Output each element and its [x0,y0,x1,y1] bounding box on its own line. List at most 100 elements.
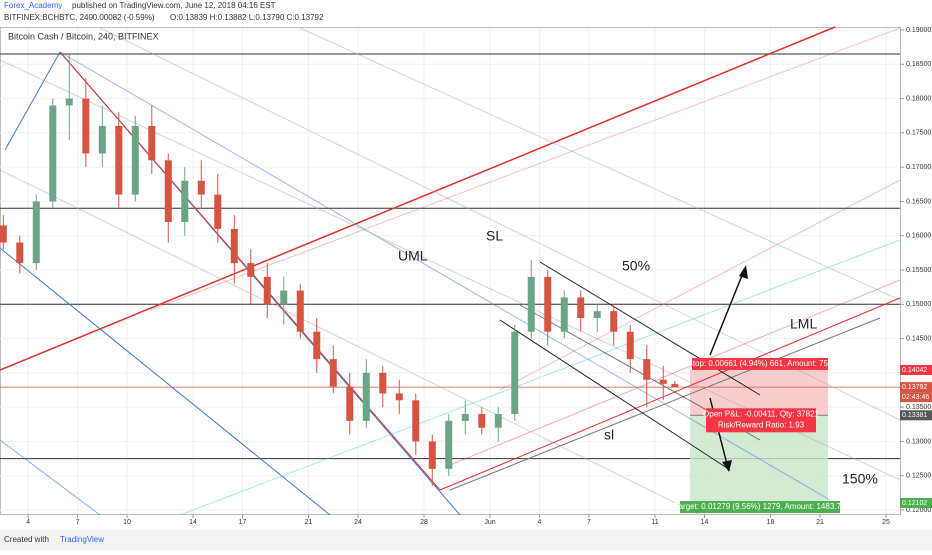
price-tag: 0.13381 [902,412,927,419]
fork-line [179,239,901,516]
candle-body [131,126,139,195]
y-tick-label: 0.14500 [906,335,931,342]
arrow [709,267,746,356]
y-tick-label: 0.15000 [906,301,931,308]
x-tick-label: 21 [305,519,313,526]
y-tick-label: 0.16000 [906,233,931,240]
candle-body [296,290,304,332]
candle-body [280,290,288,305]
footer-brand[interactable]: TradingView [60,535,104,544]
y-tick-label: 0.16500 [906,198,931,205]
candle-body [82,98,90,154]
y-tick-label: 0.15500 [906,267,931,274]
candle-body [478,414,486,428]
candle-body [49,105,57,202]
candle-body [313,331,321,360]
fork-line [4,51,61,151]
fork-line [59,51,831,501]
fork-line [0,247,331,516]
candle-body [230,228,238,264]
y-tick-label: 0.17500 [906,130,931,137]
candle-body [16,242,24,264]
candle-body [148,126,156,161]
fork-line [299,27,901,301]
x-tick-label: 11 [651,519,658,526]
x-tick-label: 14 [701,519,709,526]
candle-body [659,379,667,384]
fork-line [99,27,901,421]
annotation: SL [486,228,503,244]
fork-line [449,279,901,466]
x-tick-label: 28 [420,519,428,526]
annotation: 50% [622,258,650,274]
x-tick-label: 4 [538,519,542,526]
candle-body [379,372,387,394]
y-tick-label: 0.18000 [906,95,931,102]
x-tick-label: 14 [189,519,197,526]
x-tick-label: 17 [239,519,247,526]
candle-body [643,359,651,380]
candle-body [197,180,205,195]
candle-body [671,383,679,388]
x-tick-label: 7 [76,519,80,526]
position-label: Open P&L: -0.00411, Qty: 37821 [703,409,819,418]
candle-body [412,400,420,442]
footer-text: Created with [4,535,49,544]
fork-line [149,27,901,311]
candle-body [494,414,502,428]
position-label-bg [680,501,840,514]
x-tick-label: 10 [123,519,131,526]
candle-body [560,297,568,332]
x-tick-label: 25 [882,519,890,526]
y-tick-label: 0.17000 [906,164,931,171]
price-tag: 0.13792 [902,384,927,391]
candle-body [164,160,172,222]
price-tag: 0.14042 [902,367,927,374]
fork-line [439,297,901,491]
symbol: BITFINEX:BCHBTC, 240 [4,13,93,22]
price-tag-bg [900,498,932,509]
fork-line [0,439,101,516]
candle-body [527,276,535,332]
candle-body [577,297,585,318]
annotation: UML [398,248,428,264]
y-tick-label: 0.19000 [906,27,931,34]
price-tag-bg [900,410,932,421]
price-tag: 0.12102 [902,500,927,507]
x-tick-label: Jun [484,519,495,526]
pnl-bg [706,408,816,433]
candle-body [214,194,222,229]
fork-line [0,169,701,516]
fork-line [449,317,881,491]
candle-body [181,180,189,222]
countdown-bg [900,392,932,403]
candle-body [362,372,370,421]
candle-body [98,126,106,154]
candle-body [0,225,7,243]
pane-title: Bitcoin Cash / Bitcoin, 240, BITFINEX [8,31,159,41]
candle-body [329,359,337,387]
arrow-head [722,460,732,472]
price-tag-bg [900,382,932,393]
change: -0.00082 (-0.59%) [90,13,155,22]
published: published on TradingView.com, June 12, 2… [72,1,276,10]
drawings [0,26,901,516]
candle-body [346,386,354,421]
candle-body [544,276,552,332]
median-line [0,26,836,371]
candle-body [247,263,255,277]
x-tick-label: 7 [587,519,591,526]
candle-body [610,311,618,332]
candle-body [461,414,469,421]
author[interactable]: Forex_Academy [4,1,62,10]
x-tick-label: 21 [816,519,824,526]
y-tick-label: 0.13500 [906,404,931,411]
candle-body [428,441,436,469]
candle-body [395,393,403,401]
position-label: Risk/Reward Ratio: 1.93 [718,420,805,429]
candle-body [65,98,73,106]
position-label: Target: 0.01279 (9.56%) 1279, Amount: 14… [675,502,846,511]
price-tag-bg [900,364,932,375]
y-tick-label: 0.18500 [906,61,931,68]
